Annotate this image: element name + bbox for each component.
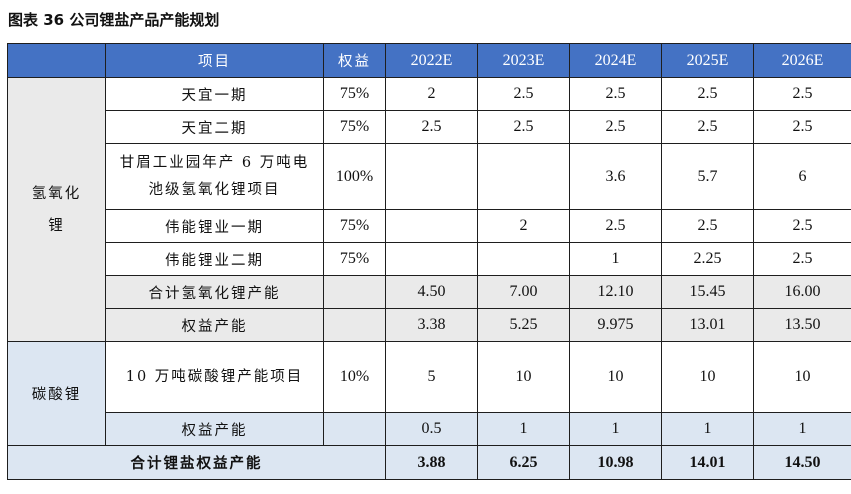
value-cell: 2 xyxy=(385,77,478,111)
total-value: 14.01 xyxy=(661,445,754,480)
value-cell: 5.7 xyxy=(661,143,754,210)
value-cell: 10 xyxy=(569,341,662,413)
subtotal-row: 权益产能 3.38 5.25 9.975 13.01 13.50 xyxy=(7,308,851,342)
equity-cell xyxy=(323,275,386,309)
value-cell: 15.45 xyxy=(661,275,754,309)
item-cell: 甘眉工业园年产 6 万吨电池级氢氧化锂项目 xyxy=(105,143,324,210)
header-cell: 2024E xyxy=(569,43,662,78)
value-cell: 2.5 xyxy=(477,77,570,111)
value-cell: 2.5 xyxy=(753,242,851,276)
value-cell: 3.38 xyxy=(385,308,478,342)
capacity-table: 项目 权益 2022E 2023E 2024E 2025E 2026E 氢氧化锂… xyxy=(7,43,851,480)
subtotal-row: 权益产能 0.5 1 1 1 1 xyxy=(7,412,851,446)
header-cell: 2025E xyxy=(661,43,754,78)
value-cell: 10 xyxy=(753,341,851,413)
header-cell: 权益 xyxy=(323,43,386,78)
value-cell xyxy=(385,143,478,210)
item-cell: 天宜二期 xyxy=(105,110,324,144)
value-cell: 5 xyxy=(385,341,478,413)
grand-total-row: 合计锂盐权益产能 3.88 6.25 10.98 14.01 14.50 xyxy=(7,445,851,480)
value-cell: 5.25 xyxy=(477,308,570,342)
group-label-lioh: 氢氧化锂 xyxy=(7,77,106,342)
equity-cell xyxy=(323,412,386,446)
table-row: 氢氧化锂 天宜一期 75% 2 2.5 2.5 2.5 2.5 xyxy=(7,77,851,342)
header-cell: 2022E xyxy=(385,43,478,78)
total-value: 10.98 xyxy=(569,445,662,480)
total-value: 14.50 xyxy=(753,445,851,480)
header-cell: 2023E xyxy=(477,43,570,78)
value-cell xyxy=(385,209,478,243)
group-label-li2co3: 碳酸锂 xyxy=(7,341,106,446)
item-cell: 合计氢氧化锂产能 xyxy=(105,275,324,309)
item-cell: 天宜一期 xyxy=(105,77,324,111)
value-cell: 7.00 xyxy=(477,275,570,309)
table-row: 伟能锂业二期 75% 1 2.25 2.5 xyxy=(8,242,851,276)
header-cell: 项目 xyxy=(105,43,324,78)
value-cell: 2.5 xyxy=(753,110,851,144)
equity-cell xyxy=(323,308,386,342)
equity-cell: 100% xyxy=(323,143,386,210)
value-cell: 2.5 xyxy=(661,209,754,243)
table-row: 碳酸锂 10 万吨碳酸锂产能项目 10% 5 10 10 10 10 xyxy=(7,341,851,446)
value-cell: 13.50 xyxy=(753,308,851,342)
value-cell: 1 xyxy=(753,412,851,446)
value-cell: 0.5 xyxy=(385,412,478,446)
total-value: 6.25 xyxy=(477,445,570,480)
value-cell xyxy=(385,242,478,276)
equity-cell: 75% xyxy=(323,209,386,243)
value-cell: 2.5 xyxy=(569,110,662,144)
value-cell: 2.5 xyxy=(385,110,478,144)
value-cell: 2.5 xyxy=(753,77,851,111)
item-cell: 伟能锂业二期 xyxy=(105,242,324,276)
item-cell: 权益产能 xyxy=(105,412,324,446)
table-title: 图表 36 公司锂盐产品产能规划 xyxy=(8,11,220,29)
value-cell: 9.975 xyxy=(569,308,662,342)
table-row: 甘眉工业园年产 6 万吨电池级氢氧化锂项目 100% 3.6 5.7 6 xyxy=(8,143,851,210)
value-cell: 13.01 xyxy=(661,308,754,342)
value-cell: 1 xyxy=(569,242,662,276)
value-cell: 2.5 xyxy=(569,77,662,111)
value-cell: 2 xyxy=(477,209,570,243)
value-cell: 10 xyxy=(661,341,754,413)
total-label: 合计锂盐权益产能 xyxy=(7,445,386,480)
value-cell: 2.5 xyxy=(477,110,570,144)
header-cell xyxy=(7,43,106,78)
table-row: 天宜二期 75% 2.5 2.5 2.5 2.5 2.5 xyxy=(8,110,851,144)
subtotal-row: 合计氢氧化锂产能 4.50 7.00 12.10 15.45 16.00 xyxy=(7,275,851,309)
equity-cell: 10% xyxy=(323,341,386,413)
value-cell: 2.5 xyxy=(569,209,662,243)
value-cell: 12.10 xyxy=(569,275,662,309)
value-cell: 16.00 xyxy=(753,275,851,309)
value-cell: 2.5 xyxy=(661,77,754,111)
value-cell: 4.50 xyxy=(385,275,478,309)
item-cell: 权益产能 xyxy=(105,308,324,342)
value-cell: 1 xyxy=(569,412,662,446)
value-cell: 10 xyxy=(477,341,570,413)
item-cell: 伟能锂业一期 xyxy=(105,209,324,243)
table-row: 伟能锂业一期 75% 2 2.5 2.5 2.5 xyxy=(8,209,851,243)
header-cell: 2026E xyxy=(753,43,851,78)
equity-cell: 75% xyxy=(323,242,386,276)
value-cell: 6 xyxy=(753,143,851,210)
value-cell xyxy=(477,242,570,276)
item-cell: 10 万吨碳酸锂产能项目 xyxy=(105,341,324,413)
value-cell: 2.5 xyxy=(753,209,851,243)
total-value: 3.88 xyxy=(385,445,478,480)
equity-cell: 75% xyxy=(323,77,386,111)
value-cell: 2.5 xyxy=(661,110,754,144)
value-cell: 1 xyxy=(661,412,754,446)
value-cell xyxy=(477,143,570,210)
value-cell: 3.6 xyxy=(569,143,662,210)
value-cell: 1 xyxy=(477,412,570,446)
equity-cell: 75% xyxy=(323,110,386,144)
header-row: 项目 权益 2022E 2023E 2024E 2025E 2026E xyxy=(7,43,851,78)
value-cell: 2.25 xyxy=(661,242,754,276)
